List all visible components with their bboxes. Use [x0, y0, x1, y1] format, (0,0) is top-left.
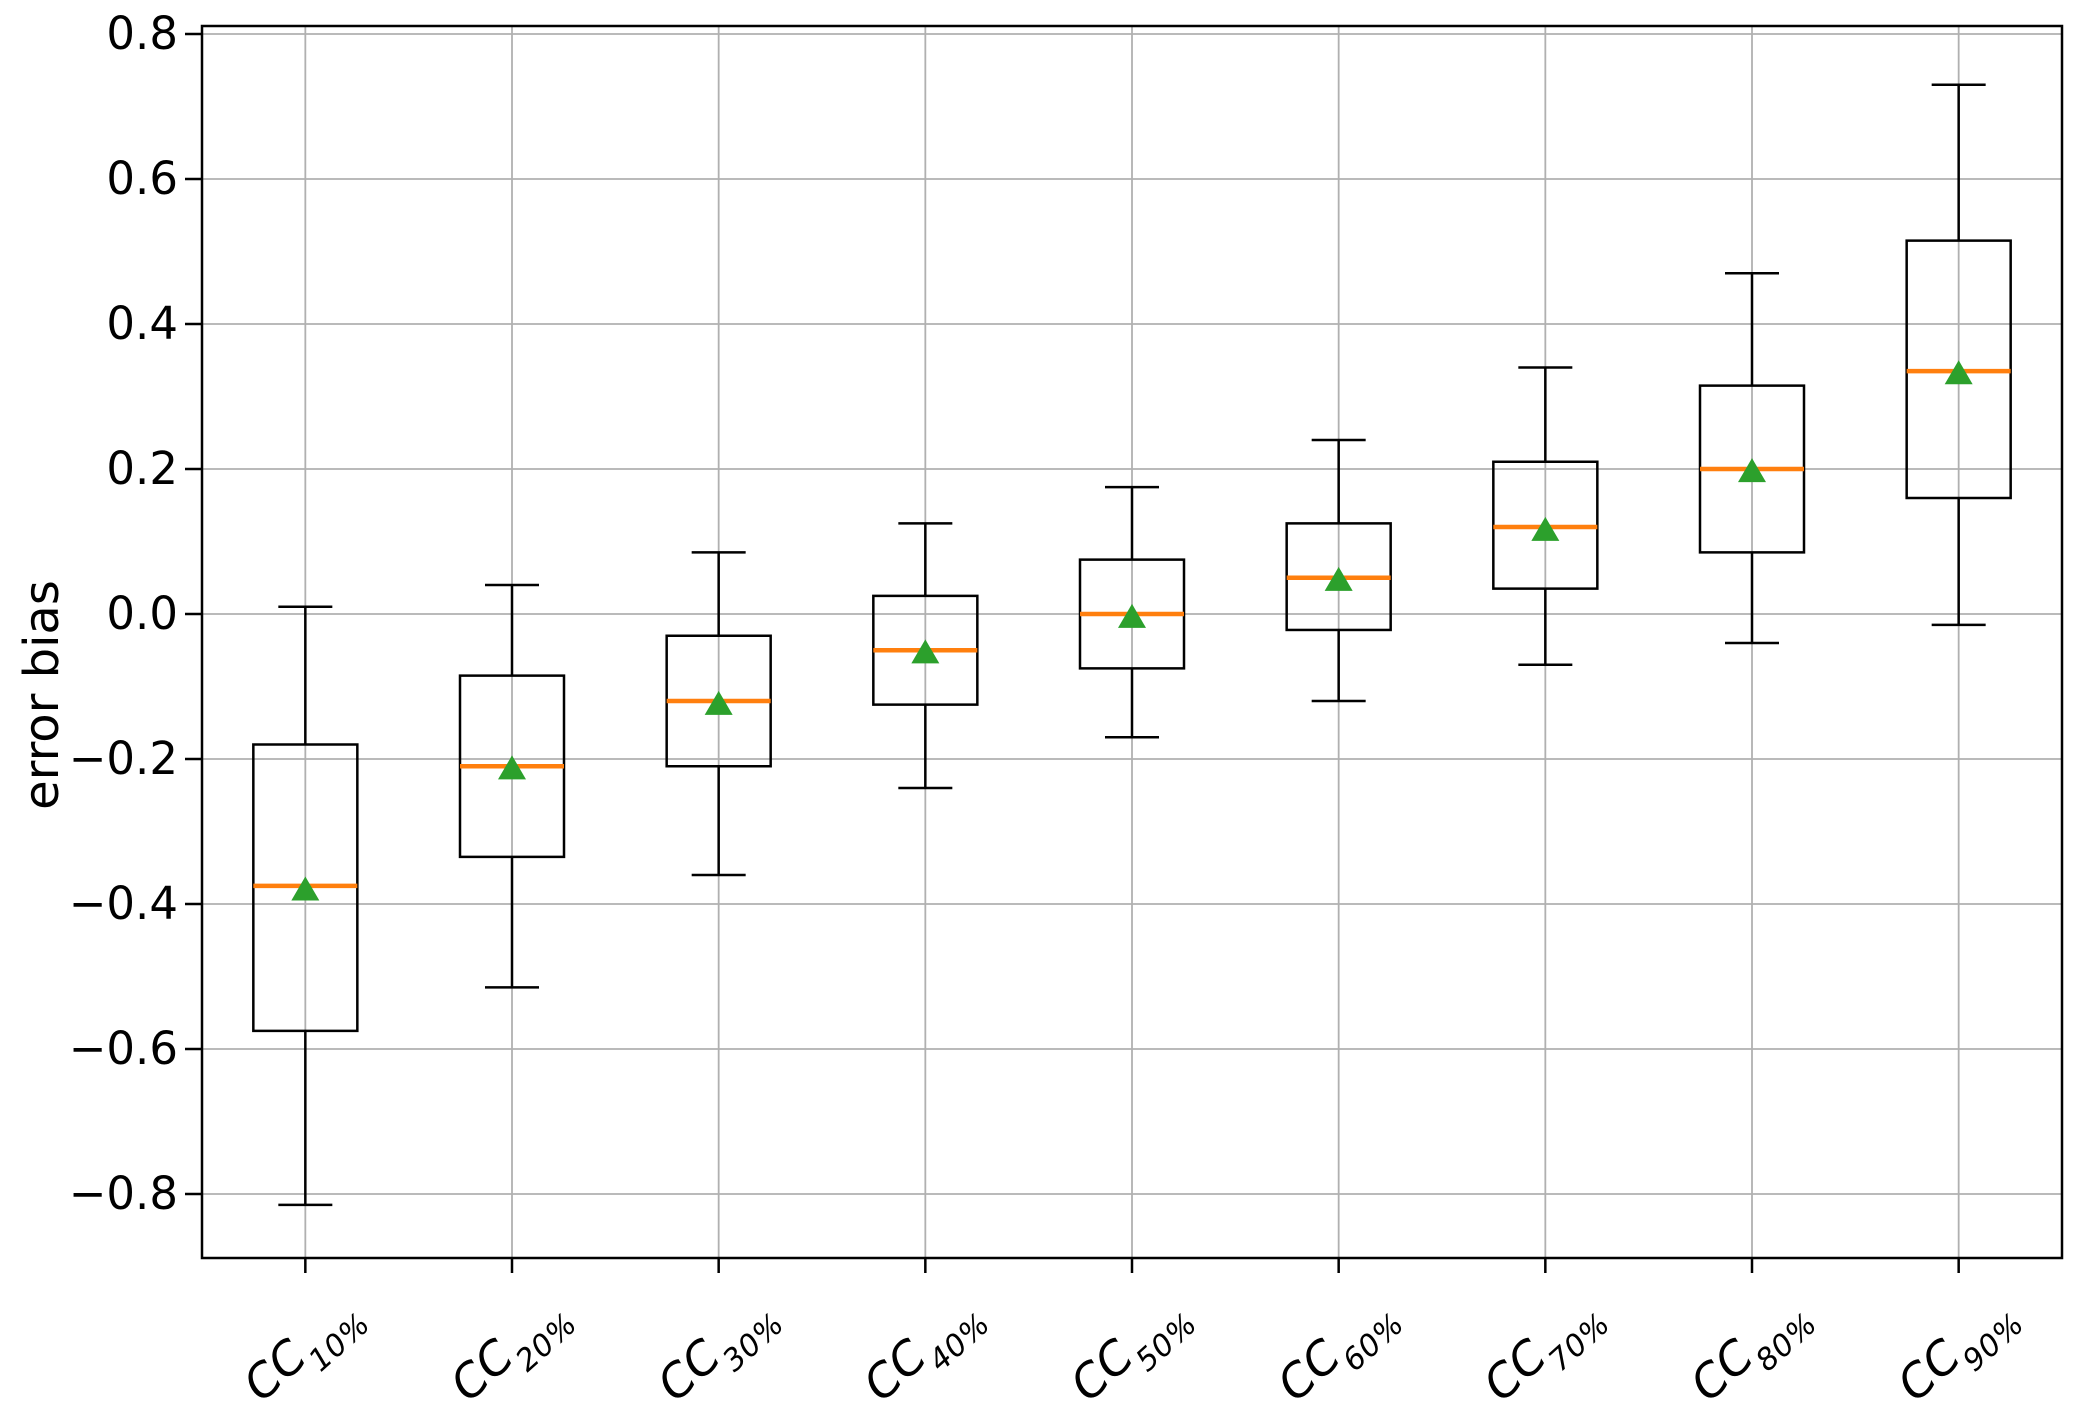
mean-marker [911, 639, 940, 664]
mean-marker [704, 690, 733, 715]
mean-marker [498, 755, 526, 780]
y-tick-label: −0.6 [68, 1022, 178, 1075]
y-tick-label: −0.8 [68, 1167, 178, 1220]
mean-marker [1324, 566, 1353, 591]
y-tick-label: 0.2 [106, 442, 178, 495]
y-tick-label: 0.8 [106, 7, 178, 60]
y-tick-label: −0.2 [68, 732, 178, 785]
mean-marker [1738, 458, 1766, 483]
mean-marker [1531, 516, 1560, 541]
mean-marker [291, 876, 320, 901]
y-tick-label: −0.4 [68, 877, 178, 930]
y-tick-label: 0.0 [106, 587, 178, 640]
mean-marker [1944, 360, 1973, 385]
y-tick-label: 0.4 [106, 297, 178, 350]
y-tick-label: 0.6 [106, 152, 178, 205]
mean-marker [1118, 603, 1146, 628]
